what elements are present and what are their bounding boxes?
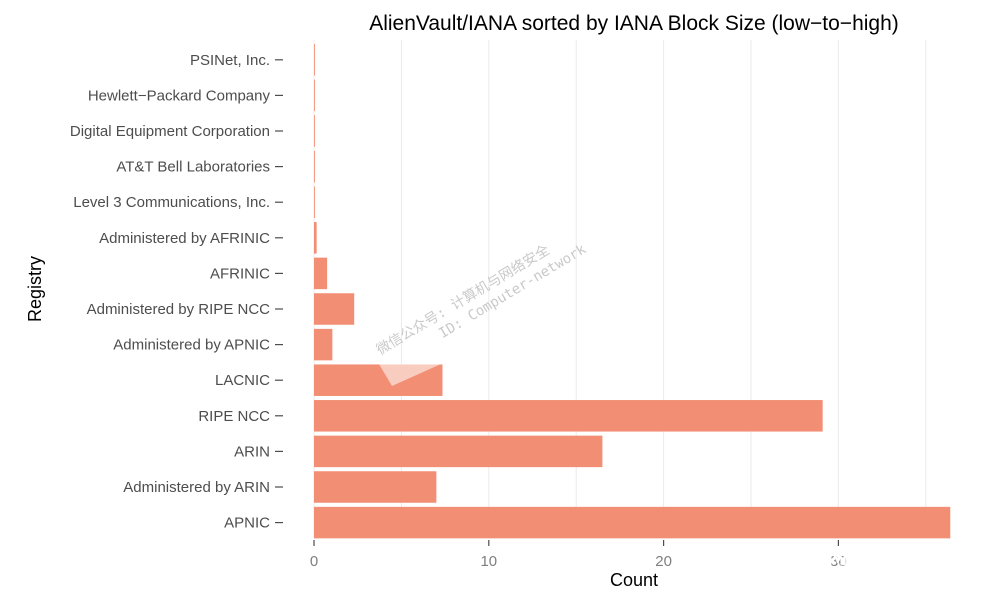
watermark-line1: 微信公众号: 计算机与网络安全	[373, 241, 552, 358]
chart-title: AlienVault/IANA sorted by IANA Block Siz…	[369, 12, 899, 35]
x-axis-title: Count	[610, 570, 658, 590]
category-label: Level 3 Communications, Inc.	[73, 194, 270, 211]
watermark-line2: ID: Computer-network	[436, 241, 589, 342]
x-tick-label: 10	[480, 553, 497, 570]
bar	[314, 44, 315, 76]
category-label: AT&T Bell Laboratories	[116, 159, 270, 176]
watermark-brand: 计算机与网络安全	[752, 545, 905, 568]
x-tick-label: 0	[310, 553, 318, 570]
category-label: PSINet, Inc.	[190, 52, 270, 69]
bar	[314, 435, 603, 468]
bar	[314, 79, 315, 112]
category-label: Administered by ARIN	[123, 479, 270, 496]
bar	[314, 471, 437, 503]
category-label: Administered by APNIC	[113, 337, 270, 354]
y-axis-title: Registry	[25, 256, 45, 322]
watermark-triangle	[379, 364, 441, 386]
bar	[314, 506, 951, 539]
category-label: AFRINIC	[210, 265, 270, 282]
bar	[314, 257, 328, 290]
bar	[314, 222, 317, 254]
category-label: Hewlett−Packard Company	[88, 87, 271, 104]
bars	[314, 44, 951, 539]
bar	[314, 115, 315, 147]
bar	[314, 400, 823, 432]
x-tick-label: 20	[655, 553, 672, 570]
bar	[314, 293, 355, 325]
category-label: LACNIC	[215, 372, 270, 389]
bar	[314, 150, 315, 183]
bar	[314, 186, 315, 218]
grid-lines	[313, 40, 927, 538]
bar	[314, 328, 333, 361]
category-label: Administered by RIPE NCC	[87, 301, 271, 318]
category-label: APNIC	[224, 515, 270, 532]
x-axis-ticks: 0 10 20 30	[310, 540, 847, 570]
category-label: Administered by AFRINIC	[99, 230, 270, 247]
y-axis-ticks: PSINet, Inc. Hewlett−Packard Company Digit…	[70, 52, 283, 532]
category-label: RIPE NCC	[198, 408, 270, 425]
category-label: ARIN	[234, 443, 270, 460]
category-label: Digital Equipment Corporation	[70, 123, 270, 140]
x-tick-label: 30	[830, 553, 847, 570]
wechat-icon	[711, 545, 744, 570]
